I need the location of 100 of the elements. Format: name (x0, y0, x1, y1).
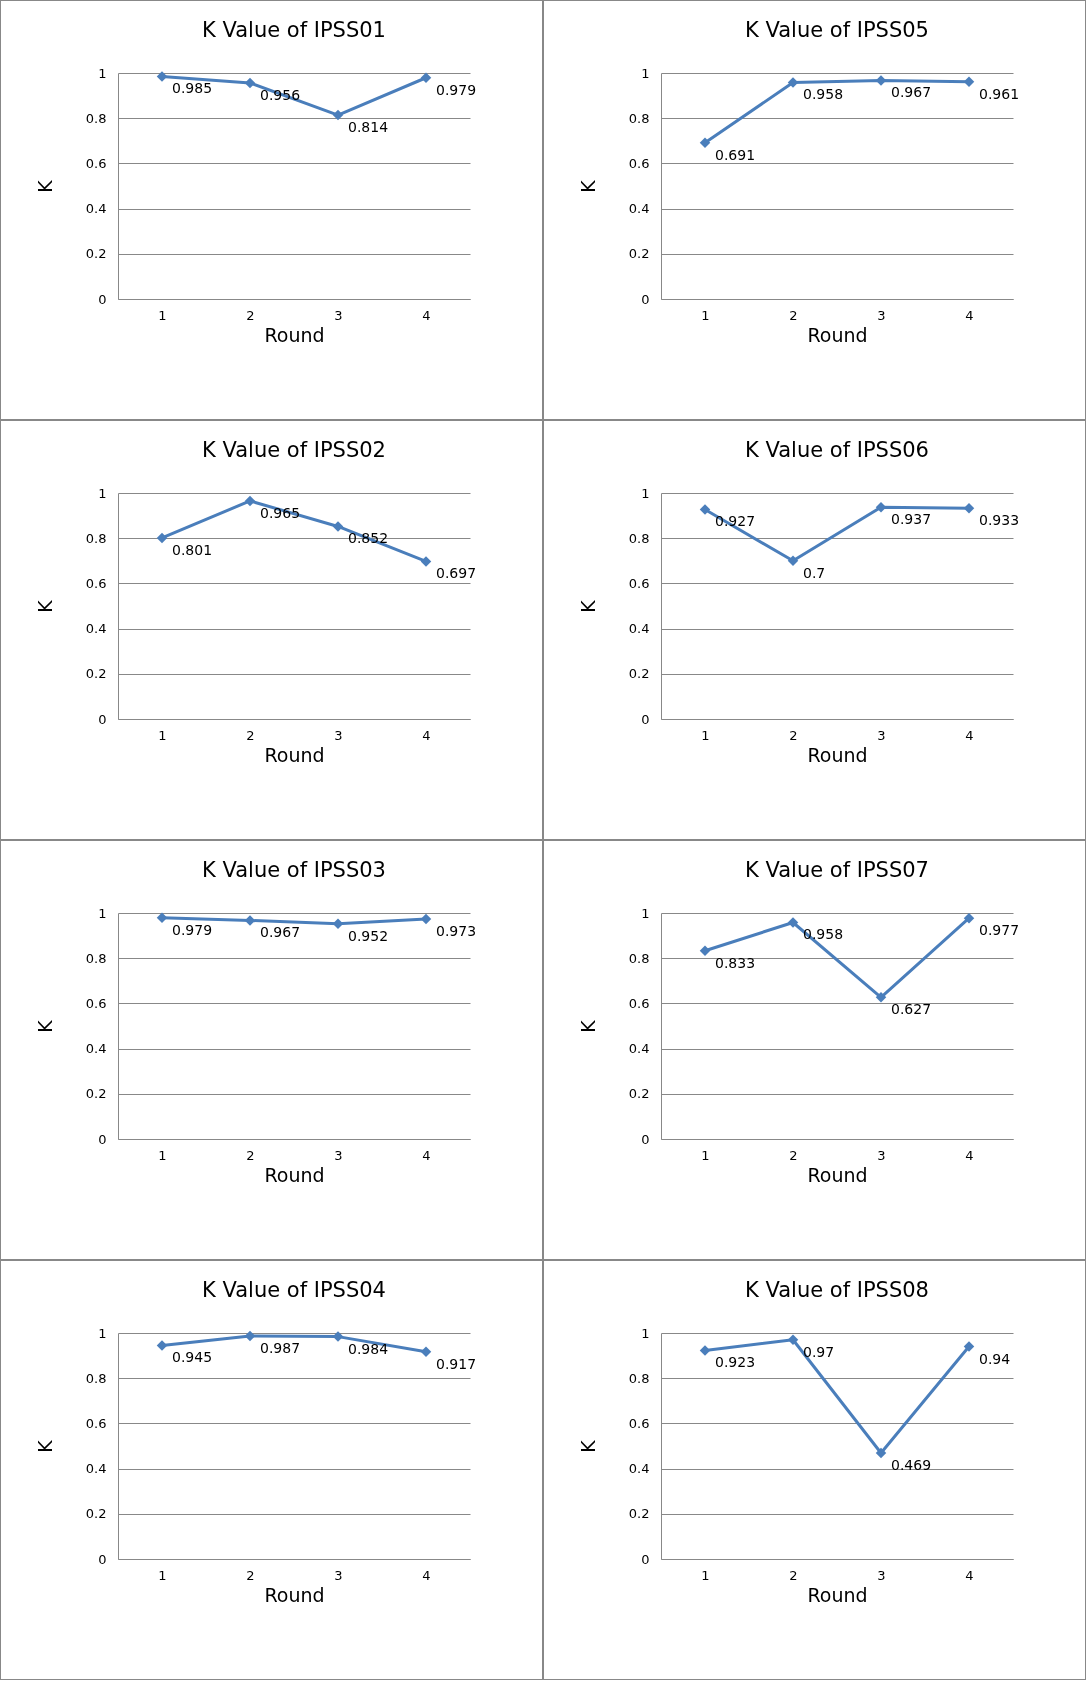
y-tick-label: 0.8 (85, 950, 107, 966)
y-tick-label: 0.2 (628, 1506, 650, 1522)
y-axis-title: K (576, 1439, 599, 1453)
x-axis-title: Round (264, 323, 325, 346)
y-tick-label: 0.2 (628, 666, 650, 682)
data-label: 0.801 (172, 541, 213, 558)
data-label: 0.965 (260, 504, 301, 521)
y-tick-label: 0 (641, 1551, 650, 1567)
data-label: 0.937 (891, 511, 932, 528)
x-axis-title: Round (807, 1163, 868, 1186)
data-label: 0.987 (260, 1339, 301, 1356)
y-tick-label: 0.8 (628, 1370, 650, 1386)
y-tick-label: 0.4 (628, 1461, 650, 1477)
y-tick-label: 0.6 (85, 575, 107, 591)
point (420, 72, 432, 83)
y-tick-label: 0.4 (628, 1041, 650, 1057)
x-axis-title: Round (807, 743, 868, 766)
x-tick-label: 4 (965, 307, 974, 323)
y-tick-label: 1 (98, 485, 107, 501)
x-tick-label: 1 (701, 727, 710, 743)
data-label: 0.984 (348, 1340, 389, 1357)
x-tick-label: 3 (334, 1567, 343, 1583)
y-tick-label: 0.6 (85, 995, 107, 1011)
point (699, 1345, 711, 1356)
point (699, 137, 711, 149)
x-tick-label: 3 (877, 1567, 886, 1583)
x-tick-label: 1 (158, 307, 167, 323)
x-tick-label: 4 (965, 1147, 974, 1163)
x-tick-label: 3 (877, 1147, 886, 1163)
chart-title: K Value of IPSS02 (202, 438, 386, 462)
y-tick-label: 1 (641, 905, 650, 921)
x-tick-label: 1 (158, 1567, 167, 1583)
chart-title: K Value of IPSS05 (745, 18, 929, 42)
y-axis-title: K (33, 1439, 56, 1453)
chart-title: K Value of IPSS08 (745, 1278, 929, 1302)
data-label: 0.923 (715, 1354, 756, 1371)
data-label: 0.469 (891, 1457, 932, 1474)
x-tick-label: 2 (246, 1147, 255, 1163)
y-tick-label: 0.2 (85, 246, 107, 262)
x-tick-label: 4 (422, 727, 431, 743)
x-axis-title: Round (807, 323, 868, 346)
y-tick-label: 0.8 (628, 950, 650, 966)
x-tick-label: 1 (701, 1147, 710, 1163)
data-label: 0.958 (803, 86, 844, 103)
y-axis-title: K (33, 599, 56, 613)
x-tick-label: 2 (246, 1567, 255, 1583)
y-axis-title: K (576, 179, 599, 193)
x-axis-title: Round (264, 743, 325, 766)
y-tick-label: 1 (641, 1325, 650, 1341)
y-axis-title: K (33, 1019, 56, 1033)
point (963, 912, 975, 924)
point (875, 992, 887, 1003)
point (420, 556, 432, 567)
x-tick-label: 2 (789, 727, 798, 743)
y-tick-label: 0 (98, 291, 107, 307)
data-label: 0.945 (172, 1349, 213, 1366)
y-tick-label: 0.6 (628, 995, 650, 1011)
point (963, 1341, 975, 1352)
data-label: 0.979 (172, 921, 213, 938)
y-tick-label: 0 (641, 1131, 650, 1147)
x-tick-label: 4 (422, 307, 431, 323)
point (699, 504, 711, 515)
chart-title: K Value of IPSS04 (202, 1278, 386, 1302)
y-tick-label: 0.8 (85, 110, 107, 126)
data-label: 0.961 (979, 85, 1020, 102)
point (332, 521, 344, 532)
y-tick-label: 1 (98, 65, 107, 81)
y-tick-label: 0.2 (85, 1086, 107, 1102)
y-tick-label: 1 (98, 1325, 107, 1341)
y-tick-label: 0.4 (628, 201, 650, 217)
y-tick-label: 1 (98, 905, 107, 921)
chart-title: K Value of IPSS06 (745, 438, 929, 462)
data-label: 0.985 (172, 80, 213, 97)
data-label: 0.7 (803, 564, 826, 581)
y-tick-label: 0.6 (85, 1415, 107, 1431)
point (875, 1447, 887, 1459)
x-tick-label: 4 (965, 1567, 974, 1583)
x-tick-label: 3 (334, 1147, 343, 1163)
y-tick-label: 0 (641, 711, 650, 727)
point (156, 1340, 168, 1351)
x-tick-label: 1 (158, 1147, 167, 1163)
x-tick-label: 3 (334, 727, 343, 743)
y-tick-label: 0.2 (628, 246, 650, 262)
y-tick-label: 0.2 (628, 1086, 650, 1102)
data-label: 0.697 (436, 565, 477, 582)
point (963, 502, 975, 514)
x-tick-label: 2 (789, 1567, 798, 1583)
data-label: 0.627 (891, 1001, 932, 1018)
y-tick-label: 0.4 (85, 1461, 107, 1477)
y-tick-label: 0.8 (85, 1370, 107, 1386)
x-axis-title: Round (807, 1583, 868, 1606)
y-tick-label: 0.6 (628, 575, 650, 591)
y-tick-label: 0.6 (628, 1415, 650, 1431)
y-tick-label: 0.4 (85, 621, 107, 637)
x-tick-label: 2 (789, 1147, 798, 1163)
y-tick-label: 1 (641, 65, 650, 81)
chart-title: K Value of IPSS07 (745, 858, 929, 882)
data-label: 0.977 (979, 922, 1020, 939)
x-tick-label: 3 (877, 307, 886, 323)
y-tick-label: 0.6 (628, 155, 650, 171)
